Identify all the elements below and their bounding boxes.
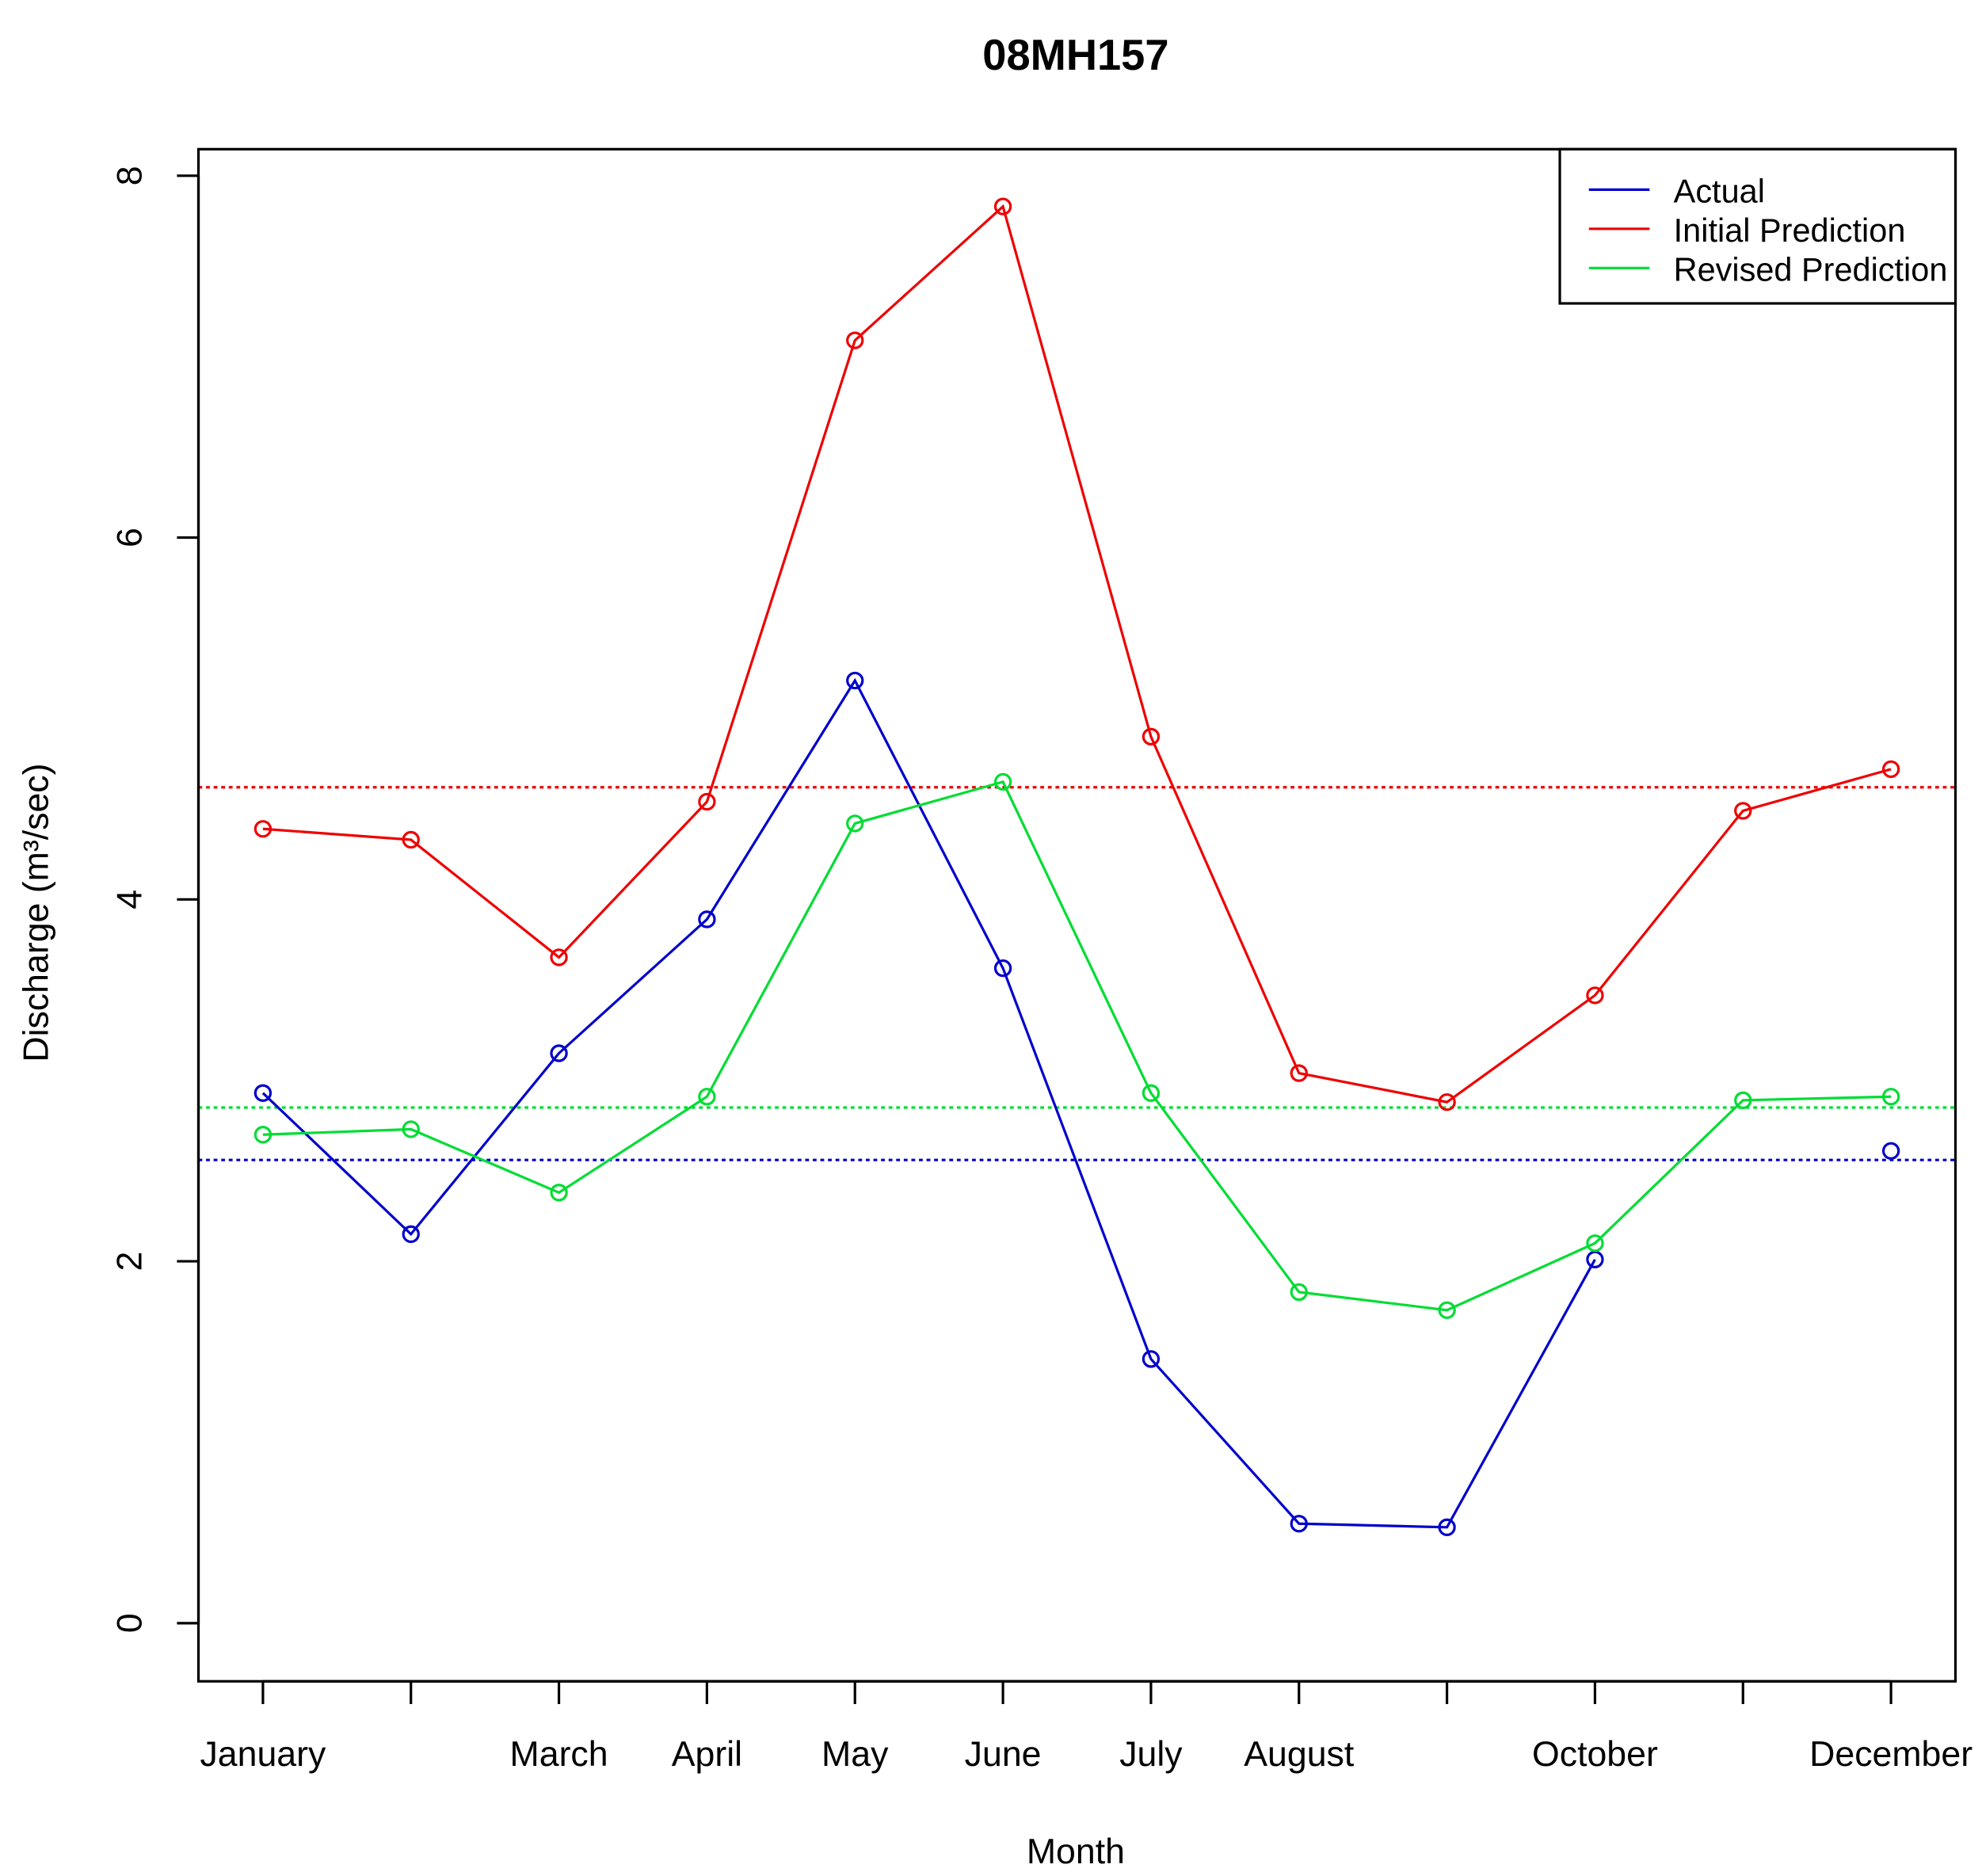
legend-label: Initial Prediction <box>1674 212 1906 249</box>
chart-title: 08MH157 <box>982 32 1168 79</box>
data-point <box>402 830 420 849</box>
data-point <box>1142 1084 1161 1102</box>
legend-label: Actual <box>1674 172 1765 209</box>
data-point <box>1881 760 1900 779</box>
x-tick-label: August <box>1244 1735 1355 1774</box>
x-tick-label: May <box>821 1735 889 1774</box>
data-point <box>1881 1142 1900 1160</box>
data-point <box>1734 1091 1752 1110</box>
x-tick-label: December <box>1809 1735 1972 1774</box>
data-point <box>253 1126 273 1144</box>
x-axis-label: Month <box>1027 1832 1125 1871</box>
data-point <box>846 814 864 833</box>
data-point <box>550 1184 568 1202</box>
data-point <box>1290 1064 1308 1082</box>
data-point <box>698 792 716 811</box>
data-point <box>402 1225 420 1244</box>
data-point <box>1586 986 1604 1005</box>
legend-label: Revised Prediction <box>1674 250 1948 288</box>
data-point <box>253 820 273 838</box>
data-point <box>1142 1350 1161 1368</box>
data-point <box>402 1120 420 1138</box>
y-tick-label: 2 <box>111 1252 150 1272</box>
x-tick-label: October <box>1532 1735 1658 1774</box>
data-point <box>846 671 864 690</box>
series-line <box>262 204 1892 1104</box>
data-point <box>1438 1518 1456 1536</box>
x-tick-label: April <box>672 1735 742 1774</box>
series-initial-prediction <box>253 197 1900 1111</box>
x-tick-label: January <box>200 1735 326 1774</box>
data-point <box>1734 802 1752 820</box>
x-tick-label: March <box>510 1735 608 1774</box>
data-point <box>550 948 568 967</box>
data-point <box>253 1084 273 1102</box>
plot-area <box>196 147 1957 1683</box>
data-point <box>1586 1234 1604 1253</box>
series-actual <box>253 671 1900 1536</box>
data-point <box>993 197 1012 215</box>
series-revised-prediction <box>253 772 1900 1319</box>
data-point <box>1142 727 1161 745</box>
data-point <box>993 959 1012 978</box>
y-axis-label: Discharge (m³/sec) <box>17 764 56 1062</box>
x-tick-label: June <box>965 1735 1042 1774</box>
y-tick-label: 8 <box>111 166 150 185</box>
data-point <box>1290 1515 1308 1533</box>
data-point <box>698 1088 716 1106</box>
data-point <box>550 1044 568 1062</box>
data-point <box>1438 1301 1456 1319</box>
data-point <box>993 772 1012 791</box>
data-point <box>1881 1088 1900 1106</box>
y-tick-label: 4 <box>111 890 150 909</box>
data-point <box>1290 1283 1308 1302</box>
data-point <box>1438 1092 1456 1111</box>
y-tick-label: 6 <box>111 528 150 547</box>
series-line <box>261 677 1596 1529</box>
data-point <box>846 331 864 349</box>
data-point <box>698 910 716 928</box>
y-tick-label: 0 <box>111 1613 150 1633</box>
x-tick-label: July <box>1119 1735 1183 1774</box>
series-line <box>262 780 1892 1312</box>
legend-box <box>1558 147 1957 305</box>
